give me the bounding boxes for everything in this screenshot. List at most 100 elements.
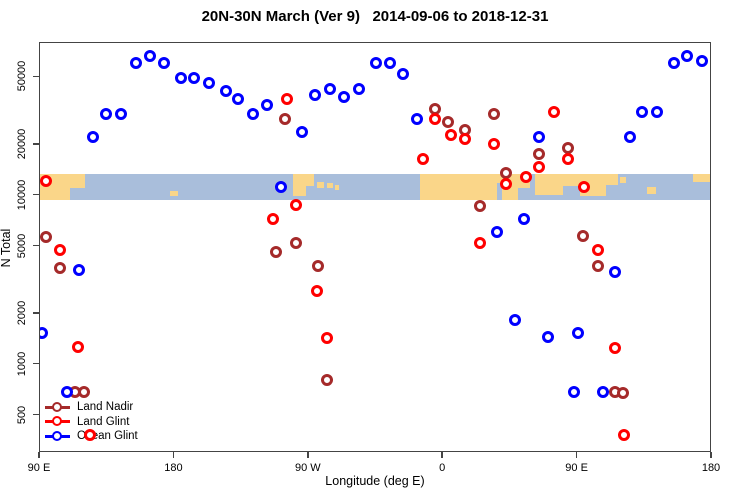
data-point-land-glint [321, 331, 334, 344]
x-tick-mark [441, 452, 443, 458]
data-point-land-glint [533, 160, 546, 173]
data-point-land-nadir [533, 147, 546, 160]
data-point-ocean-glint [667, 57, 680, 70]
map-band-land-segment [327, 183, 334, 189]
map-band-land-segment [70, 174, 86, 189]
chart-title: 20N-30N March (Ver 9) 2014-09-06 to 2018… [201, 8, 549, 25]
x-tick-mark [710, 452, 712, 458]
x-tick-mark [38, 452, 40, 458]
data-point-ocean-glint [609, 265, 622, 278]
data-point-ocean-glint [651, 105, 664, 118]
data-point-ocean-glint [533, 130, 546, 143]
data-point-land-glint [473, 236, 486, 249]
data-point-ocean-glint [309, 88, 322, 101]
data-point-land-glint [578, 180, 591, 193]
map-band-land-segment [170, 190, 178, 197]
data-point-land-glint [445, 129, 458, 142]
map-band-land-segment [334, 184, 340, 190]
data-point-ocean-glint [352, 83, 365, 96]
map-band-land-segment [316, 181, 325, 189]
data-point-land-glint [618, 428, 631, 441]
data-point-ocean-glint [410, 113, 423, 126]
legend-circle-icon [52, 430, 62, 441]
data-point-ocean-glint [383, 57, 396, 70]
data-point-ocean-glint [100, 107, 113, 120]
y-tick-mark [33, 362, 39, 365]
data-point-ocean-glint [295, 125, 308, 138]
legend-item-land-glint: Land Glint [45, 415, 138, 430]
data-point-land-glint [500, 178, 513, 191]
y-tick-label: 5000 [16, 233, 28, 258]
data-point-land-nadir [616, 387, 629, 400]
data-point-land-glint [458, 133, 471, 146]
data-point-ocean-glint [696, 54, 709, 67]
y-tick-mark [33, 75, 39, 78]
y-tick-label: 50000 [16, 61, 28, 92]
data-point-ocean-glint [203, 76, 216, 89]
data-point-ocean-glint [143, 50, 156, 63]
data-point-land-nadir [289, 236, 302, 249]
data-point-ocean-glint [246, 107, 259, 120]
data-point-land-glint [416, 152, 429, 165]
y-tick-mark [33, 244, 39, 247]
data-point-land-nadir [77, 385, 90, 398]
data-point-ocean-glint [324, 83, 337, 96]
legend-circle-icon [52, 401, 62, 412]
y-tick-mark [33, 312, 39, 314]
x-tick-mark [575, 452, 578, 458]
plot-area: Land Nadir Land Glint Ocean Glint [39, 42, 711, 452]
data-point-land-glint [548, 105, 561, 118]
data-point-land-glint [53, 244, 66, 257]
data-point-ocean-glint [370, 57, 383, 70]
data-point-ocean-glint [274, 180, 287, 193]
y-tick-label: 2000 [16, 300, 28, 325]
data-point-land-glint [488, 137, 501, 150]
data-point-ocean-glint [158, 57, 171, 70]
data-point-ocean-glint [597, 385, 610, 398]
data-point-land-nadir [312, 259, 325, 272]
data-point-land-nadir [576, 229, 589, 242]
y-tick-label: 500 [16, 405, 28, 424]
data-point-ocean-glint [219, 85, 232, 98]
x-tick-label: 90 E [565, 462, 588, 474]
data-point-ocean-glint [337, 90, 350, 103]
data-point-land-nadir [40, 231, 53, 244]
y-tick-label: 1000 [16, 351, 28, 376]
x-tick-mark [172, 452, 175, 458]
y-tick-label: 20000 [16, 128, 28, 160]
x-tick-label: 0 [439, 462, 446, 474]
x-tick-label: 180 [701, 462, 721, 474]
data-point-land-glint [289, 198, 302, 211]
map-band-land-segment [419, 174, 498, 200]
data-point-land-glint [519, 170, 532, 183]
data-point-ocean-glint [491, 226, 504, 239]
legend-circle-icon [52, 416, 62, 427]
data-point-land-glint [609, 341, 622, 354]
y-tick-label: 10000 [16, 179, 28, 210]
data-point-land-nadir [321, 374, 334, 386]
legend-marker-ocean-glint [45, 430, 70, 442]
data-point-ocean-glint [518, 212, 531, 225]
legend-label-land-glint: Land Glint [77, 415, 130, 428]
data-point-land-glint [310, 284, 323, 297]
data-point-land-nadir [488, 107, 501, 120]
map-band-land-segment [563, 174, 580, 186]
data-point-land-nadir [500, 166, 513, 179]
legend-label-land-nadir: Land Nadir [77, 401, 134, 414]
data-point-ocean-glint [86, 130, 99, 143]
data-point-ocean-glint [231, 92, 244, 105]
data-point-land-glint [40, 175, 53, 188]
data-point-ocean-glint [174, 71, 187, 84]
y-axis-title: N Total [0, 228, 13, 268]
map-band-land-segment [306, 174, 314, 186]
x-tick-label: 90 E [27, 462, 51, 474]
y-tick-mark [33, 143, 39, 145]
data-point-ocean-glint [681, 50, 694, 63]
data-point-ocean-glint [39, 326, 48, 339]
x-tick-mark [307, 452, 309, 458]
data-point-land-glint [280, 92, 293, 105]
data-point-land-nadir [270, 245, 283, 258]
data-point-land-nadir [561, 141, 574, 154]
x-axis-title: Longitude (deg E) [325, 474, 425, 488]
